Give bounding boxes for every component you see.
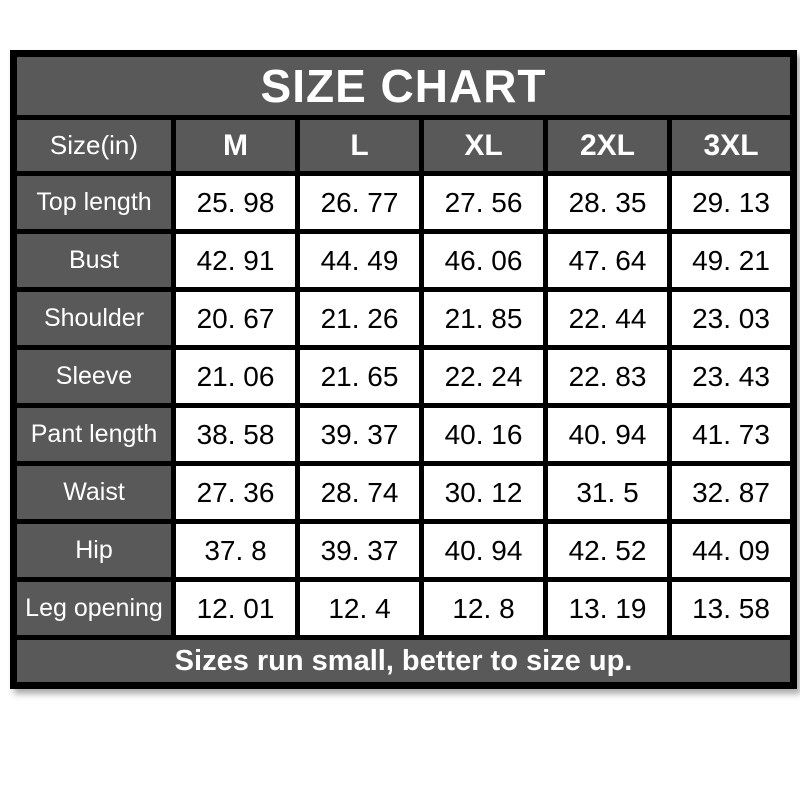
value-cell: 47. 64 — [543, 229, 672, 292]
size-chart-table: SIZE CHART Size(in) M L XL 2XL 3XL Top l… — [10, 50, 798, 689]
table-row-waist: Waist 27. 36 28. 74 30. 12 31. 5 32. 87 — [11, 461, 797, 524]
table-row-pant-length: Pant length 38. 58 39. 37 40. 16 40. 94 … — [11, 403, 797, 466]
value-cell: 44. 09 — [666, 519, 797, 582]
row-label-cell: Shoulder — [11, 287, 176, 350]
value-cell: 39. 37 — [295, 519, 424, 582]
value-cell: 44. 49 — [295, 229, 424, 292]
value-cell: 27. 36 — [171, 461, 300, 524]
value-cell: 42. 52 — [543, 519, 672, 582]
title-row: SIZE CHART — [10, 51, 797, 120]
table-row-bust: Bust 42. 91 44. 49 46. 06 47. 64 49. 21 — [11, 229, 797, 292]
value-cell: 32. 87 — [666, 461, 797, 524]
row-label-cell: Bust — [11, 229, 176, 292]
column-header-2xl: 2XL — [543, 115, 672, 176]
value-cell: 38. 58 — [171, 403, 300, 466]
value-cell: 37. 8 — [171, 519, 300, 582]
table-row-sleeve: Sleeve 21. 06 21. 65 22. 24 22. 83 23. 4… — [11, 345, 797, 408]
value-cell: 25. 98 — [171, 171, 300, 234]
value-cell: 28. 35 — [543, 171, 672, 234]
chart-title: SIZE CHART — [10, 51, 797, 120]
value-cell: 13. 58 — [666, 577, 797, 640]
value-cell: 28. 74 — [295, 461, 424, 524]
table-row-top-length: Top length 25. 98 26. 77 27. 56 28. 35 2… — [11, 171, 797, 234]
value-cell: 39. 37 — [295, 403, 424, 466]
value-cell: 21. 26 — [295, 287, 424, 350]
value-cell: 22. 83 — [543, 345, 672, 408]
row-label-cell: Waist — [11, 461, 176, 524]
value-cell: 21. 06 — [171, 345, 300, 408]
value-cell: 49. 21 — [666, 229, 797, 292]
value-cell: 40. 16 — [419, 403, 548, 466]
row-label-cell: Pant length — [11, 403, 176, 466]
value-cell: 42. 91 — [171, 229, 300, 292]
column-header-3xl: 3XL — [666, 115, 797, 176]
column-header-l: L — [295, 115, 424, 176]
value-cell: 20. 67 — [171, 287, 300, 350]
value-cell: 41. 73 — [666, 403, 797, 466]
row-label-cell: Sleeve — [11, 345, 176, 408]
table-row-leg-opening: Leg opening 12. 01 12. 4 12. 8 13. 19 13… — [11, 577, 797, 640]
value-cell: 30. 12 — [419, 461, 548, 524]
value-cell: 21. 85 — [419, 287, 548, 350]
value-cell: 12. 4 — [295, 577, 424, 640]
value-cell: 12. 01 — [171, 577, 300, 640]
row-label-cell: Leg opening — [11, 577, 176, 640]
value-cell: 27. 56 — [419, 171, 548, 234]
value-cell: 23. 03 — [666, 287, 797, 350]
table-row-hip: Hip 37. 8 39. 37 40. 94 42. 52 44. 09 — [11, 519, 797, 582]
column-header-xl: XL — [419, 115, 548, 176]
footer-note: Sizes run small, better to size up. — [10, 635, 797, 688]
footer-row: Sizes run small, better to size up. — [10, 635, 797, 688]
value-cell: 22. 24 — [419, 345, 548, 408]
value-cell: 40. 94 — [543, 403, 672, 466]
value-cell: 13. 19 — [543, 577, 672, 640]
column-header-m: M — [171, 115, 300, 176]
row-label-cell: Hip — [11, 519, 176, 582]
table-row-shoulder: Shoulder 20. 67 21. 26 21. 85 22. 44 23.… — [11, 287, 797, 350]
value-cell: 12. 8 — [419, 577, 548, 640]
value-cell: 46. 06 — [419, 229, 548, 292]
column-header-size-in: Size(in) — [11, 115, 176, 176]
value-cell: 26. 77 — [295, 171, 424, 234]
value-cell: 23. 43 — [666, 345, 797, 408]
header-row: Size(in) M L XL 2XL 3XL — [11, 115, 797, 176]
row-label-cell: Top length — [11, 171, 176, 234]
value-cell: 22. 44 — [543, 287, 672, 350]
value-cell: 40. 94 — [419, 519, 548, 582]
value-cell: 31. 5 — [543, 461, 672, 524]
value-cell: 29. 13 — [666, 171, 797, 234]
value-cell: 21. 65 — [295, 345, 424, 408]
